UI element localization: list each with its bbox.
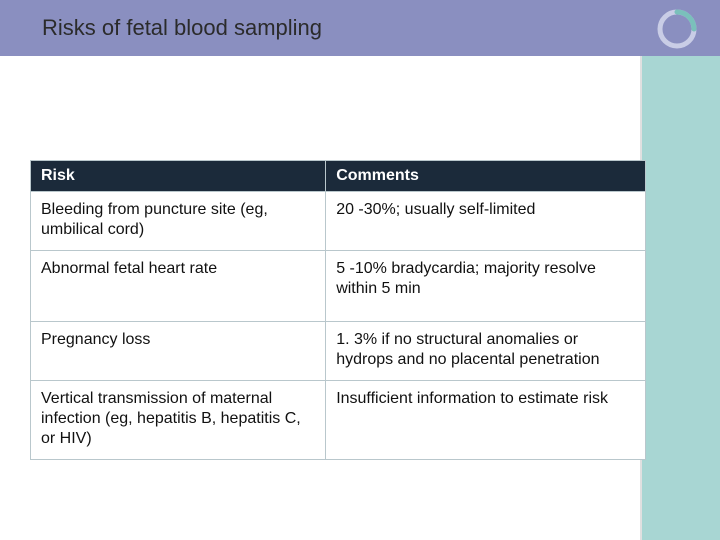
cell-comments: 20 -30%; usually self-limited [326, 192, 646, 251]
table-header-row: Risk Comments [31, 161, 646, 192]
header-band: Risks of fetal blood sampling [0, 0, 720, 56]
table-row: Vertical transmission of maternal infect… [31, 381, 646, 460]
col-header-comments: Comments [326, 161, 646, 192]
cell-risk: Bleeding from puncture site (eg, umbilic… [31, 192, 326, 251]
cell-comments: Insufficient information to estimate ris… [326, 381, 646, 460]
table-row: Abnormal fetal heart rate 5 -10% bradyca… [31, 251, 646, 322]
cell-risk: Abnormal fetal heart rate [31, 251, 326, 322]
side-accent-panel [642, 56, 720, 540]
cell-comments: 5 -10% bradycardia; majority resolve wit… [326, 251, 646, 322]
cell-risk: Pregnancy loss [31, 322, 326, 381]
table-row: Pregnancy loss 1. 3% if no structural an… [31, 322, 646, 381]
ring-logo-icon [656, 8, 698, 50]
slide: Risks of fetal blood sampling Risk Comme… [0, 0, 720, 540]
slide-title: Risks of fetal blood sampling [42, 15, 322, 41]
risks-table: Risk Comments Bleeding from puncture sit… [30, 160, 646, 460]
cell-risk: Vertical transmission of maternal infect… [31, 381, 326, 460]
cell-comments: 1. 3% if no structural anomalies or hydr… [326, 322, 646, 381]
content-area: Risk Comments Bleeding from puncture sit… [30, 160, 646, 460]
col-header-risk: Risk [31, 161, 326, 192]
table-row: Bleeding from puncture site (eg, umbilic… [31, 192, 646, 251]
